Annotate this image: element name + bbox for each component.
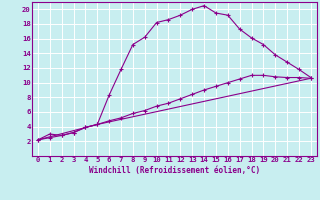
X-axis label: Windchill (Refroidissement éolien,°C): Windchill (Refroidissement éolien,°C) [89,166,260,175]
